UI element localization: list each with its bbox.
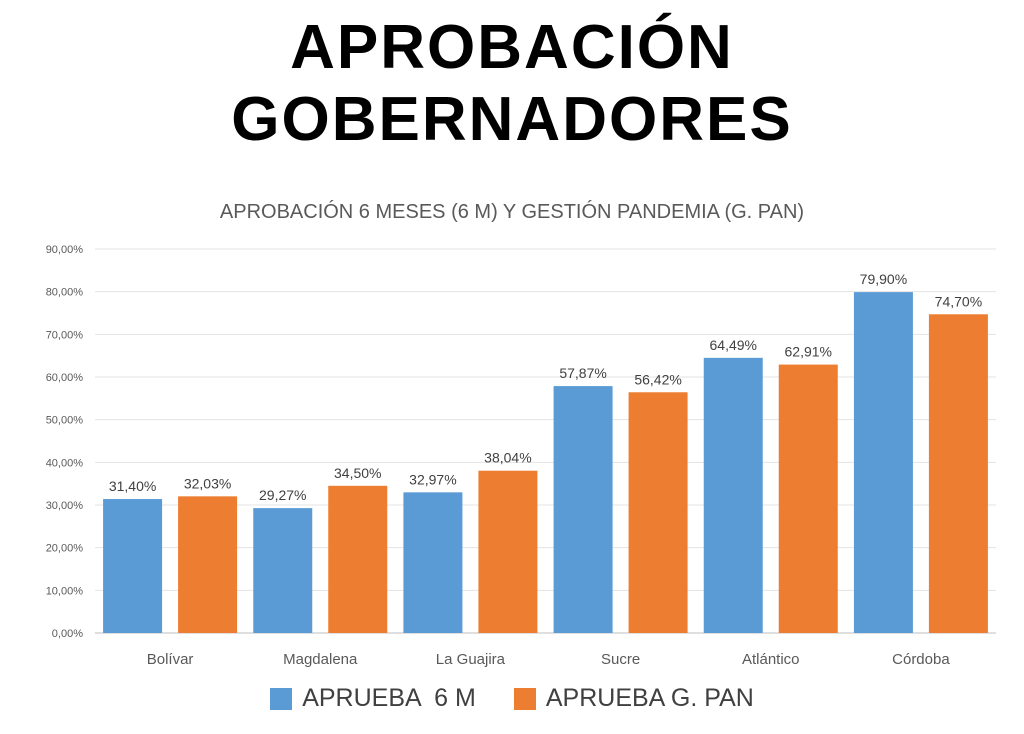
y-tick-label: 40,00% [46, 457, 84, 469]
headline: APROBACIÓN GOBERNADORES [0, 12, 1024, 156]
x-tick-label: Magdalena [283, 651, 358, 668]
data-label: 74,70% [935, 293, 982, 309]
x-tick-label: Bolívar [147, 651, 194, 668]
x-tick-label: La Guajira [436, 651, 506, 668]
legend-label-series-2: APRUEBA G. PAN [545, 684, 754, 712]
headline-line-2: GOBERNADORES [231, 85, 793, 154]
chart-title: APROBACIÓN 6 MESES (6 M) Y GESTIÓN PANDE… [219, 201, 805, 223]
bar-aprueba-g-pan [478, 470, 538, 633]
data-label: 31,40% [109, 478, 156, 494]
y-tick-label: 50,00% [46, 415, 84, 427]
data-label: 32,97% [409, 471, 456, 487]
y-tick-label: 0,00% [52, 628, 83, 640]
chart-legend: APRUEBA 6 M APRUEBA G. PAN [0, 684, 1024, 713]
bar-aprueba-6m [103, 499, 163, 633]
y-tick-label: 60,00% [46, 372, 84, 384]
y-tick-label: 90,00% [46, 244, 84, 256]
bar-aprueba-6m [403, 492, 463, 633]
y-tick-label: 20,00% [46, 543, 84, 555]
legend-swatch-series-2 [513, 687, 536, 710]
data-label: 29,27% [259, 487, 306, 503]
bar-aprueba-6m [553, 386, 613, 633]
legend-label-series-1: APRUEBA 6 M [302, 684, 476, 712]
data-label: 64,49% [710, 337, 757, 353]
x-tick-label: Sucre [601, 651, 640, 668]
x-tick-label: Atlántico [742, 651, 800, 668]
y-tick-label: 80,00% [46, 287, 84, 299]
bar-aprueba-g-pan [778, 364, 838, 633]
bar-aprueba-g-pan [928, 314, 988, 633]
x-tick-label: Córdoba [892, 651, 950, 668]
data-label: 62,91% [785, 344, 832, 360]
bar-aprueba-g-pan [628, 392, 688, 633]
y-tick-label: 70,00% [46, 329, 84, 341]
y-tick-label: 30,00% [46, 500, 84, 512]
bar-aprueba-6m [853, 292, 913, 633]
legend-item-series-2: APRUEBA G. PAN [513, 684, 754, 713]
legend-swatch-series-1 [270, 687, 293, 710]
data-label: 34,50% [334, 465, 381, 481]
data-label: 32,03% [184, 475, 231, 491]
data-label: 56,42% [634, 371, 681, 387]
bar-aprueba-g-pan [328, 485, 388, 633]
data-label: 79,90% [860, 271, 907, 287]
bar-aprueba-g-pan [178, 496, 238, 633]
y-tick-label: 10,00% [46, 585, 84, 597]
bar-aprueba-6m [703, 357, 763, 633]
legend-item-series-1: APRUEBA 6 M [270, 684, 476, 713]
data-label: 57,87% [559, 365, 606, 381]
bar-aprueba-6m [253, 508, 313, 633]
data-label: 38,04% [484, 450, 531, 466]
headline-line-1: APROBACIÓN [290, 13, 734, 82]
